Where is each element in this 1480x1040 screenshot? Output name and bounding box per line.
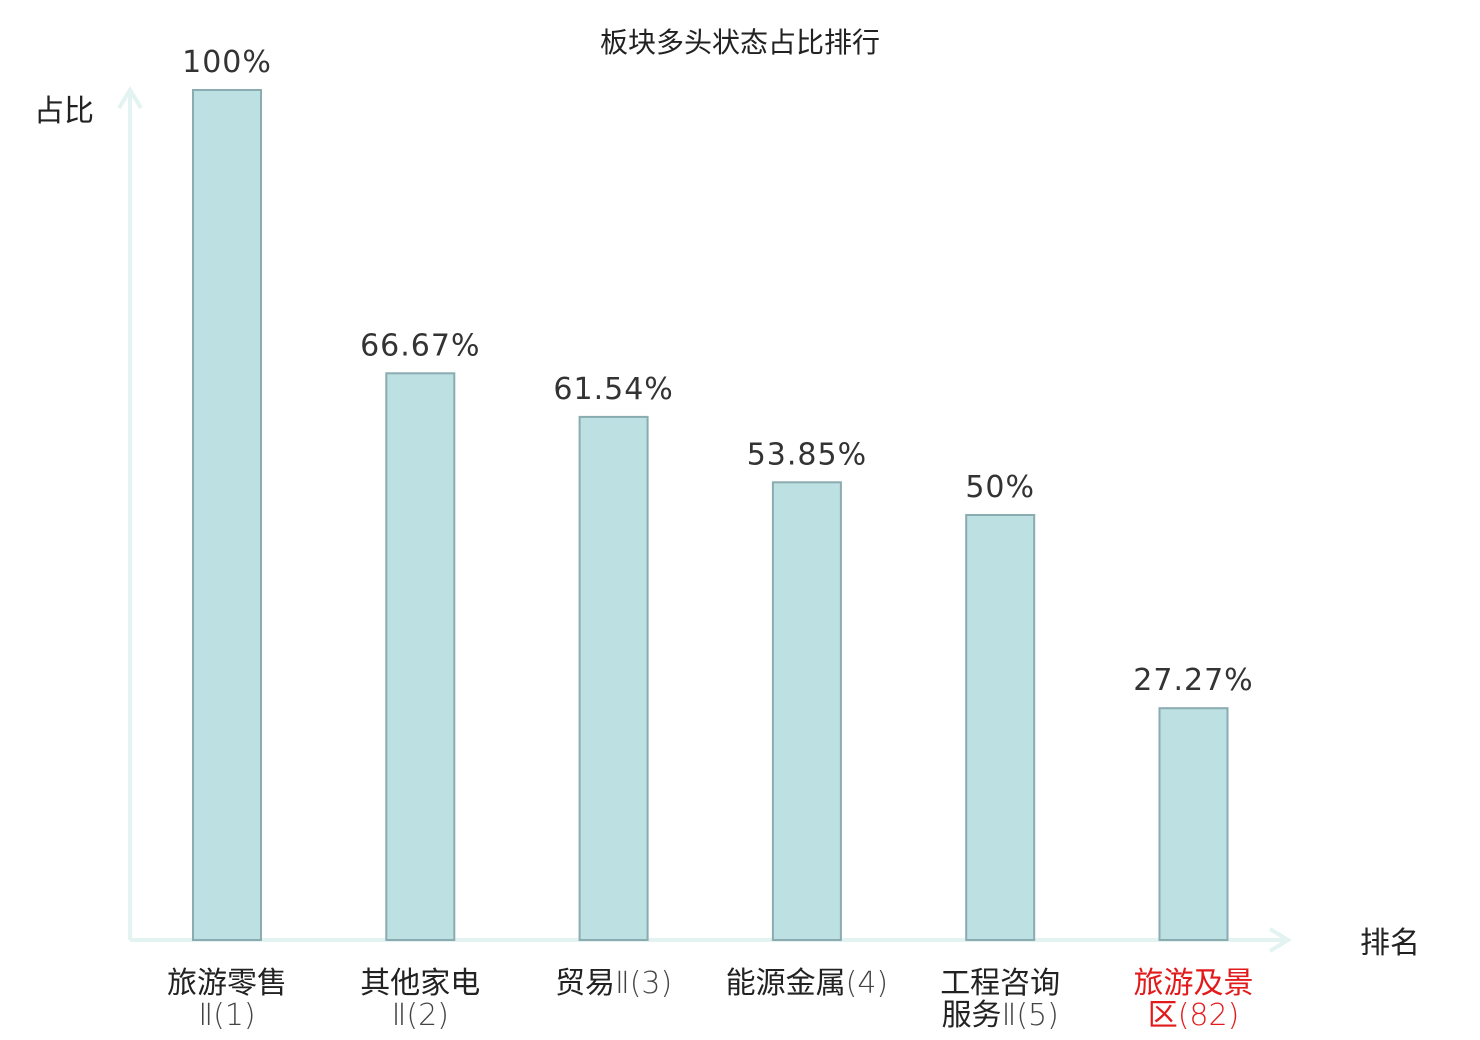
y-axis	[117, 86, 143, 940]
category-label-4: 能源金属(4)	[726, 966, 889, 1001]
value-label-1: 100%	[182, 45, 272, 80]
bar-2	[385, 372, 456, 941]
bar-4	[771, 481, 842, 941]
value-label-3: 61.54%	[553, 372, 673, 407]
x-axis-arrow-icon	[1268, 927, 1292, 953]
bar-5	[965, 514, 1036, 941]
value-label-4: 53.85%	[747, 437, 867, 472]
y-axis-arrow-icon	[117, 86, 143, 110]
x-axis	[130, 927, 1292, 953]
bar-3	[578, 415, 649, 941]
y-axis-label: 占比	[34, 94, 94, 129]
bar-1	[192, 89, 262, 941]
category-label-6: 旅游及景区(82)	[1134, 966, 1254, 1033]
x-axis-label: 排名	[1360, 926, 1420, 961]
bar-6	[1158, 707, 1229, 942]
value-labels-group: 100% 66.67% 61.54% 53.85% 50% 27.27%	[182, 45, 1253, 698]
category-label-2: 其他家电 Ⅱ(2)	[360, 966, 480, 1033]
category-label-3: 贸易Ⅱ(3)	[555, 966, 672, 1001]
category-labels-group: 旅游零售 Ⅱ(1) 其他家电 Ⅱ(2) 贸易Ⅱ(3) 能源金属(4) 工程咨询服务Ⅱ(5) 旅…	[167, 966, 1254, 1033]
category-label-5: 工程咨询服务Ⅱ(5)	[940, 966, 1060, 1033]
category-label-1: 旅游零售 Ⅱ(1)	[167, 966, 287, 1033]
chart-title: 板块多头状态占比排行	[600, 26, 880, 59]
value-label-5: 50%	[965, 470, 1035, 505]
value-label-2: 66.67%	[360, 328, 480, 363]
value-label-6: 27.27%	[1133, 663, 1253, 698]
bars-group	[192, 89, 1229, 942]
